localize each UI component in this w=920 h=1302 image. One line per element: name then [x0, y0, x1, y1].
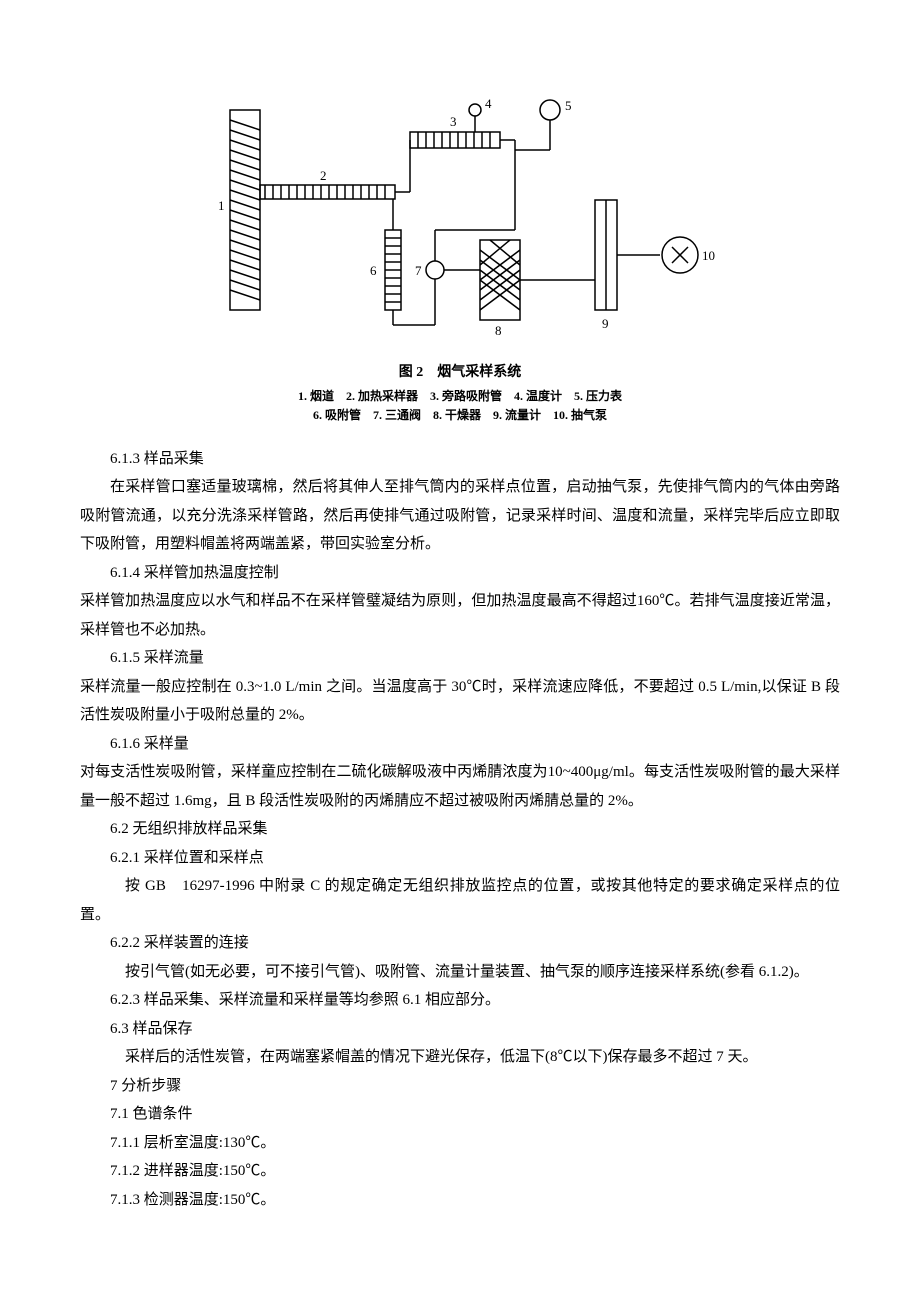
para-6-1-6: 对每支活性炭吸附管，采样童应控制在二硫化碳解吸液中丙烯腈浓度为10~400μg/…	[80, 758, 840, 815]
diagram-label-10: 10	[702, 248, 715, 263]
para-6-1-4: 采样管加热温度应以水气和样品不在采样管璧凝结为原则，但加热温度最高不得超过160…	[80, 587, 840, 644]
para-6-1-3: 在采样管口塞适量玻璃棉，然后将其伸人至排气筒内的采样点位置，启动抽气泵，先使排气…	[80, 473, 840, 559]
heading-6-1-5: 6.1.5 采样流量	[80, 644, 840, 673]
diagram-label-4: 4	[485, 96, 492, 111]
figure-legend-line-2: 6. 吸附管 7. 三通阀 8. 干燥器 9. 流量计 10. 抽气泵	[80, 406, 840, 425]
flue-gas-sampling-diagram: 1 2 3 4 5 6 7 8 9 10	[200, 80, 720, 350]
para-6-2-1: 按 GB 16297-1996 中附录 C 的规定确定无组织排放监控点的位置，或…	[80, 872, 840, 929]
diagram-label-8: 8	[495, 323, 502, 338]
heading-6-3: 6.3 样品保存	[80, 1015, 840, 1044]
heading-6-1-6: 6.1.6 采样量	[80, 730, 840, 759]
diagram-label-1: 1	[218, 198, 225, 213]
diagram-label-5: 5	[565, 98, 572, 113]
heading-6-1-3: 6.1.3 样品采集	[80, 445, 840, 474]
heading-7-1: 7.1 色谱条件	[80, 1100, 840, 1129]
para-7-1-2: 7.1.2 进样器温度:150℃。	[80, 1157, 840, 1186]
diagram-label-6: 6	[370, 263, 377, 278]
para-7-1-3: 7.1.3 检测器温度:150℃。	[80, 1186, 840, 1215]
heading-6-2-3: 6.2.3 样品采集、采样流量和采样量等均参照 6.1 相应部分。	[80, 986, 840, 1015]
diagram-label-2: 2	[320, 168, 327, 183]
figure-title: 图 2 烟气采样系统	[80, 360, 840, 387]
para-6-1-5: 采样流量一般应控制在 0.3~1.0 L/min 之间。当温度高于 30℃时，采…	[80, 673, 840, 730]
diagram-label-3: 3	[450, 114, 457, 129]
para-6-2-2: 按引气管(如无必要，可不接引气管)、吸附管、流量计量装置、抽气泵的顺序连接采样系…	[80, 958, 840, 987]
heading-6-2: 6.2 无组织排放样品采集	[80, 815, 840, 844]
para-6-3: 采样后的活性炭管，在两端塞紧帽盖的情况下避光保存，低温下(8℃以下)保存最多不超…	[80, 1043, 840, 1072]
diagram-label-9: 9	[602, 316, 609, 331]
heading-6-1-4: 6.1.4 采样管加热温度控制	[80, 559, 840, 588]
diagram-label-7: 7	[415, 263, 422, 278]
heading-6-2-1: 6.2.1 采样位置和采样点	[80, 844, 840, 873]
figure-legend-line-1: 1. 烟道 2. 加热采样器 3. 旁路吸附管 4. 温度计 5. 压力表	[80, 387, 840, 406]
para-7-1-1: 7.1.1 层析室温度:130℃。	[80, 1129, 840, 1158]
heading-7: 7 分析步骤	[80, 1072, 840, 1101]
heading-6-2-2: 6.2.2 采样装置的连接	[80, 929, 840, 958]
